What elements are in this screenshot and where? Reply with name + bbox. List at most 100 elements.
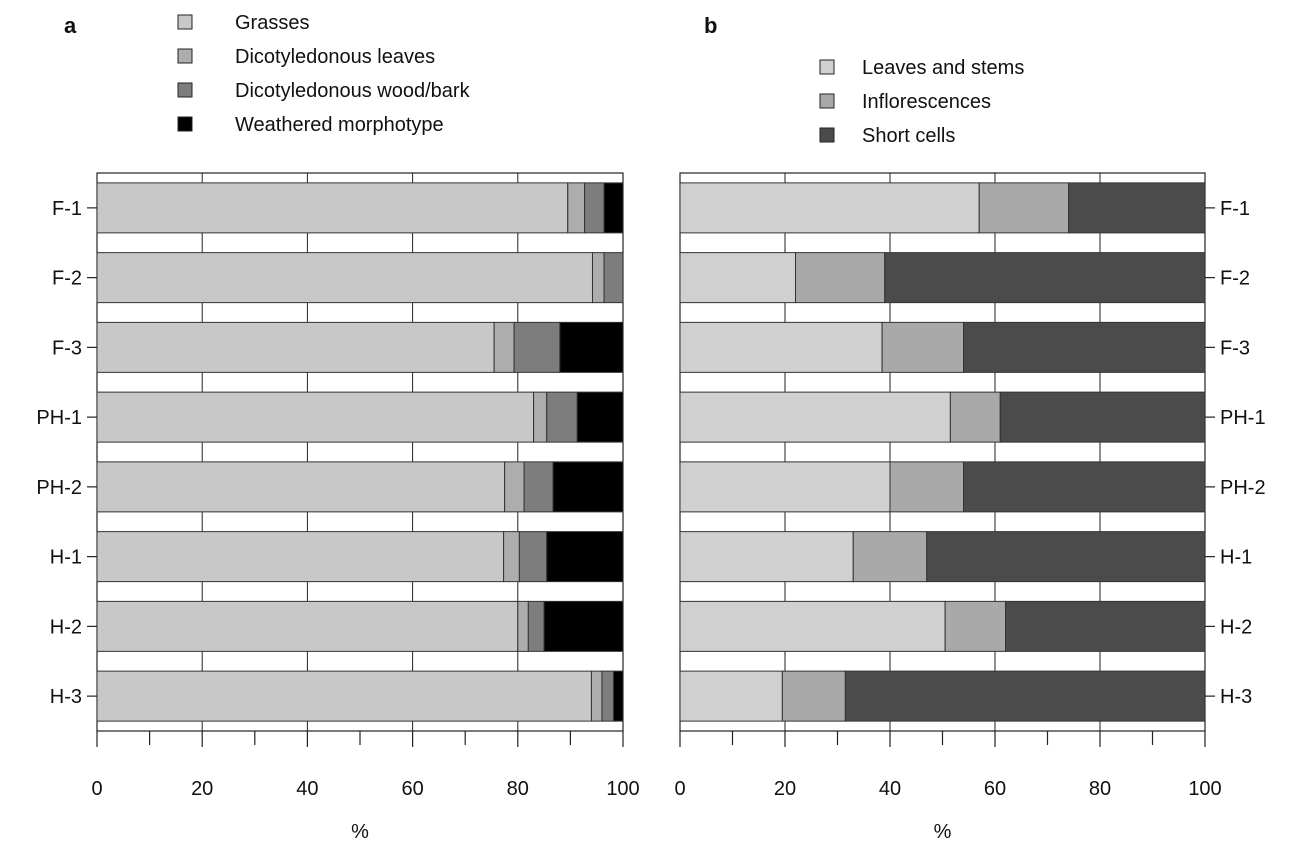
category-label: F-2 — [52, 268, 82, 290]
x-tick-label: 20 — [774, 778, 796, 800]
panel-letter: b — [704, 13, 717, 38]
legend-label: Dicotyledonous leaves — [235, 46, 435, 68]
category-label: F-1 — [1220, 198, 1250, 220]
x-tick-label: 60 — [401, 778, 423, 800]
bar-segment — [533, 391, 548, 443]
bar-segment — [679, 600, 946, 652]
bar-segment — [527, 600, 545, 652]
legend-swatch — [819, 127, 835, 143]
x-tick-label: 80 — [507, 778, 529, 800]
bar-segment — [517, 600, 529, 652]
bar-segment — [504, 461, 525, 513]
bar-segment — [503, 531, 520, 583]
bar-segment — [884, 252, 1206, 304]
bar-segment — [795, 252, 886, 304]
category-label: F-2 — [1220, 268, 1250, 290]
bar-segment — [603, 252, 624, 304]
bar-segment — [601, 670, 615, 722]
bar-segment — [679, 252, 796, 304]
bar-segment — [963, 321, 1206, 373]
bar-segment — [576, 391, 624, 443]
bar-segment — [518, 531, 548, 583]
bar-segment — [949, 391, 1001, 443]
panel-a: a Grasses Dicotyledonous leaves Dicotyledon… — [36, 12, 639, 843]
legend-swatch — [819, 93, 835, 109]
bar-segment — [552, 461, 624, 513]
bar-segment — [96, 461, 506, 513]
x-tick-label: 40 — [879, 778, 901, 800]
category-label: H-1 — [1220, 547, 1252, 569]
category-label: PH-2 — [36, 477, 82, 499]
bar-segment — [844, 670, 1206, 722]
x-tick-label: 100 — [1188, 778, 1221, 800]
category-label: H-1 — [50, 547, 82, 569]
bar-segment — [523, 461, 554, 513]
bar-segment — [96, 321, 495, 373]
bar-segment — [96, 670, 592, 722]
bar-segment — [543, 600, 624, 652]
category-label: PH-1 — [36, 407, 82, 429]
legend-swatch — [819, 59, 835, 75]
bar-segment — [96, 391, 535, 443]
panel-letter: a — [64, 13, 77, 38]
bar-segment — [96, 600, 519, 652]
legend-swatch — [177, 116, 193, 132]
bar-segment — [963, 461, 1206, 513]
legend-swatch — [177, 48, 193, 64]
legend-label: Grasses — [235, 12, 309, 34]
bar-segment — [978, 182, 1069, 234]
bar-segment — [493, 321, 515, 373]
category-label: F-3 — [52, 337, 82, 359]
bar-segment — [881, 321, 964, 373]
bar-segment — [926, 531, 1206, 583]
bar-segment — [999, 391, 1206, 443]
legend-label: Weathered morphotype — [235, 114, 444, 136]
legend-label: Short cells — [862, 125, 955, 147]
category-label: F-3 — [1220, 337, 1250, 359]
bar-segment — [584, 182, 605, 234]
bar-segment — [1005, 600, 1206, 652]
legend-label: Leaves and stems — [862, 57, 1024, 79]
bar-segment — [889, 461, 964, 513]
bar-segment — [852, 531, 928, 583]
x-tick-label: 0 — [674, 778, 685, 800]
category-label: PH-1 — [1220, 407, 1266, 429]
bar-segment — [679, 670, 783, 722]
legend-label: Dicotyledonous wood/bark — [235, 80, 471, 102]
x-tick-label: 60 — [984, 778, 1006, 800]
category-label: H-2 — [1220, 616, 1252, 638]
bar-segment — [781, 670, 846, 722]
x-tick-label: 80 — [1089, 778, 1111, 800]
category-label: H-2 — [50, 616, 82, 638]
bar-segment — [559, 321, 624, 373]
x-axis-title: % — [934, 821, 952, 843]
legend-label: Inflorescences — [862, 91, 991, 113]
x-tick-label: 20 — [191, 778, 213, 800]
bar-segment — [590, 670, 603, 722]
bar-segment — [546, 391, 578, 443]
bar-segment — [513, 321, 561, 373]
category-label: H-3 — [50, 686, 82, 708]
bar-segment — [546, 531, 624, 583]
x-tick-label: 40 — [296, 778, 318, 800]
bar-segment — [613, 670, 624, 722]
bar-segment — [679, 321, 883, 373]
bar-segment — [591, 252, 605, 304]
legend-swatch — [177, 82, 193, 98]
x-axis-title: % — [351, 821, 369, 843]
bar-segment — [96, 182, 569, 234]
bar-segment — [1068, 182, 1206, 234]
bar-segment — [567, 182, 586, 234]
bar-segment — [679, 182, 980, 234]
x-tick-label: 0 — [91, 778, 102, 800]
category-label: PH-2 — [1220, 477, 1266, 499]
category-label: F-1 — [52, 198, 82, 220]
category-label: H-3 — [1220, 686, 1252, 708]
bar-segment — [603, 182, 624, 234]
x-tick-label: 100 — [606, 778, 639, 800]
bar-segment — [679, 531, 854, 583]
legend-swatch — [177, 14, 193, 30]
panel-b: b Leaves and stems Inflorescences Short cel… — [674, 13, 1265, 843]
